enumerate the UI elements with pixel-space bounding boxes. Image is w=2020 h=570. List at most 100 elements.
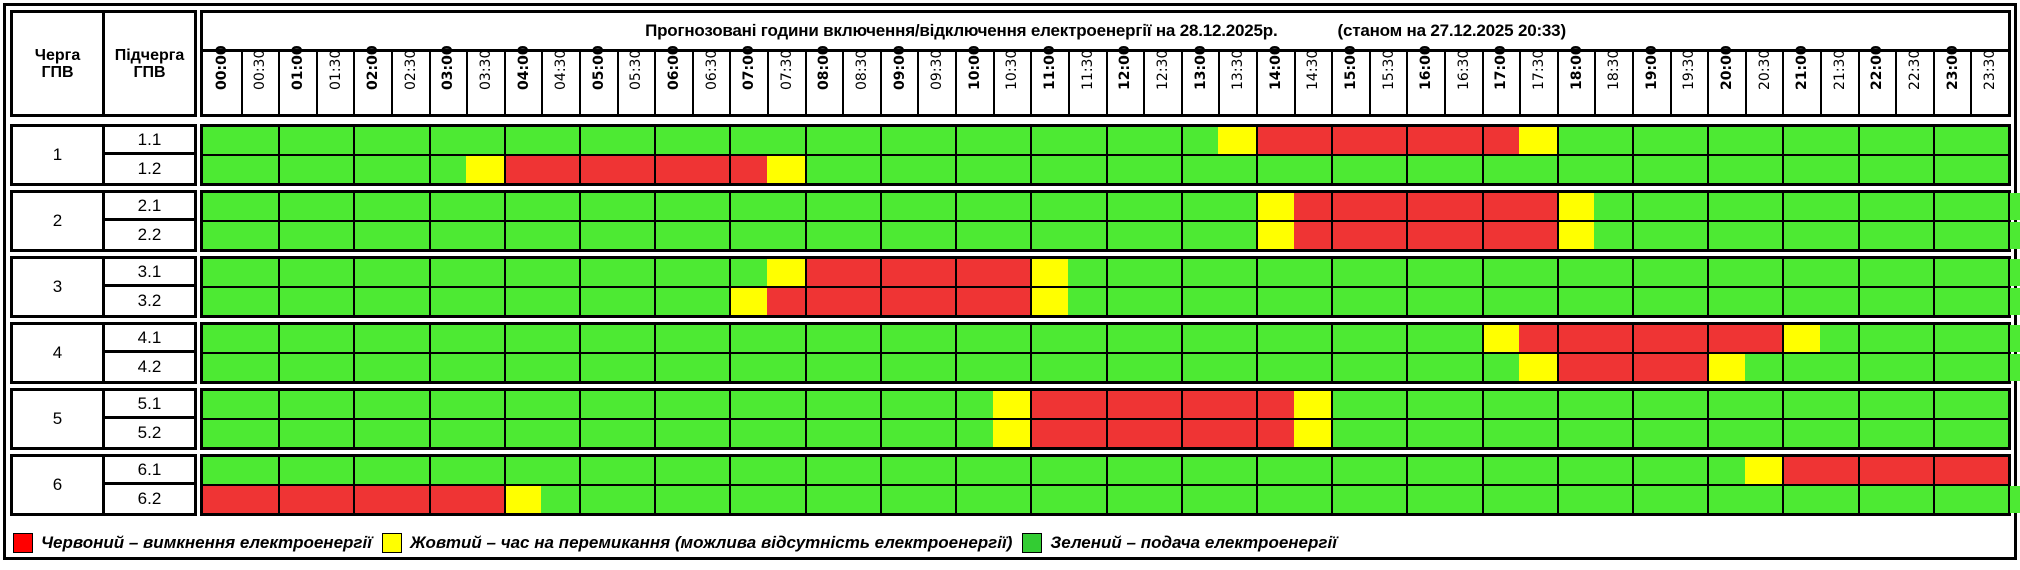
schedule-title: Прогнозовані години включення/відключенн… (203, 13, 2008, 52)
slot-cell-20:30 (1744, 391, 1783, 418)
slot-cell-17:30 (1519, 391, 1558, 418)
slot-cell-16:30 (1443, 259, 1483, 286)
slot-cell-15:30 (1368, 391, 1407, 418)
slot-cell-10:00 (955, 391, 994, 418)
slot-cell-15:00 (1331, 457, 1370, 484)
slot-cell-16:30 (1443, 420, 1483, 447)
slot-cell-11:30 (1067, 486, 1106, 513)
slot-cell-10:00 (955, 325, 994, 352)
slot-cell-16:00 (1406, 127, 1445, 154)
slot-cell-04:30 (541, 457, 580, 484)
slot-cell-14:30 (1293, 259, 1332, 286)
title-text: Прогнозовані години включення/відключенн… (645, 21, 1278, 40)
slot-cell-21:00 (1782, 420, 1821, 447)
slot-cell-11:30 (1067, 391, 1106, 418)
time-label: 18:30 (1594, 49, 1632, 114)
slot-cell-18:30 (1594, 193, 1633, 220)
subqueue-label: 4.1 (105, 322, 197, 353)
slot-cell-13:00 (1180, 193, 1219, 220)
slot-cell-07:30 (767, 420, 806, 447)
slot-cell-10:30 (992, 222, 1031, 249)
slot-cell-08:00 (804, 325, 843, 352)
slot-cell-08:00 (804, 420, 843, 447)
slot-cell-20:00 (1707, 325, 1746, 352)
slot-cell-11:00 (1030, 325, 1069, 352)
slot-cell-10:00 (955, 486, 994, 513)
slot-cell-05:30 (616, 288, 655, 315)
time-label: 02:30 (391, 50, 429, 114)
slot-cell-06:00 (654, 391, 693, 418)
slot-cell-13:30 (1218, 193, 1257, 220)
slot-cell-00:00 (203, 457, 242, 484)
slot-cell-07:30 (767, 288, 806, 315)
slot-cell-11:00 (1030, 193, 1069, 220)
slot-cell-12:30 (1143, 391, 1182, 418)
slot-cell-07:30 (767, 222, 806, 249)
slot-cell-undefined (2008, 193, 2020, 220)
time-label: 22:30 (1895, 50, 1933, 114)
slot-cell-20:00 (1707, 127, 1746, 154)
time-label-text: 10:30 (1004, 49, 1021, 90)
subqueue-row-1.2 (203, 156, 2009, 183)
slot-cell-03:00 (428, 156, 467, 183)
slot-cell-16:30 (1443, 288, 1483, 315)
time-label-text: 18:00 (1568, 45, 1585, 90)
time-label-text: 22:00 (1869, 45, 1886, 90)
slot-cell-19:00 (1631, 193, 1671, 220)
slot-cell-09:30 (917, 193, 956, 220)
slot-cell-06:30 (691, 222, 730, 249)
slot-cell-08:30 (842, 486, 881, 513)
time-label: 21:00 (1782, 45, 1820, 114)
slot-cell-19:00 (1631, 156, 1671, 183)
slot-cell-22:30 (1895, 288, 1934, 315)
slot-cell-15:30 (1368, 288, 1407, 315)
slot-cell-10:30 (992, 486, 1031, 513)
slot-cell-22:00 (1857, 127, 1896, 154)
queue-label: 4 (10, 322, 105, 384)
slot-cell-01:30 (315, 127, 354, 154)
slot-cell-06:30 (691, 325, 730, 352)
slot-cell-07:30 (767, 193, 806, 220)
slot-cell-14:00 (1255, 193, 1294, 220)
slot-cell-18:00 (1556, 288, 1595, 315)
slot-cell-01:00 (278, 486, 317, 513)
row-divider (203, 154, 2008, 156)
subqueue-row-1.1 (203, 127, 2009, 154)
slot-cell-14:00 (1255, 156, 1294, 183)
slot-cell-03:30 (466, 457, 505, 484)
slot-cell-18:30 (1594, 325, 1633, 352)
slot-cell-22:30 (1895, 127, 1934, 154)
subqueue-row-5.2 (203, 420, 2009, 447)
slot-cell-07:00 (729, 193, 768, 220)
slot-cell-01:30 (315, 222, 354, 249)
slot-cell-05:00 (579, 259, 618, 286)
slot-cell-20:30 (1744, 259, 1783, 286)
slot-cell-23:00 (1932, 193, 1971, 220)
slot-cell-00:30 (240, 486, 279, 513)
time-label: 12:00 (1105, 45, 1144, 114)
slot-cell-02:00 (353, 325, 392, 352)
slot-cell-19:30 (1669, 222, 1708, 249)
slot-cell-05:00 (579, 288, 618, 315)
slot-cell-21:00 (1782, 391, 1821, 418)
slot-cell-18:00 (1556, 486, 1595, 513)
slot-cell-19:00 (1631, 288, 1671, 315)
slot-cell-17:30 (1519, 457, 1558, 484)
slot-cell-21:00 (1782, 325, 1821, 352)
slot-cell-17:00 (1481, 259, 1520, 286)
slot-cell-02:30 (391, 486, 430, 513)
slot-cell-06:30 (691, 391, 730, 418)
time-label-text: 18:30 (1606, 49, 1623, 90)
legend-text: Жовтий – час на перемикання (можлива від… (409, 533, 1013, 552)
slot-cell-15:00 (1331, 325, 1370, 352)
slot-cell-01:00 (278, 222, 317, 249)
slot-cell-14:00 (1255, 325, 1294, 352)
slot-cell-00:00 (203, 325, 242, 352)
slot-cell-13:00 (1180, 156, 1219, 183)
queue-label: 1 (10, 124, 105, 186)
row-divider (203, 418, 2008, 420)
slot-cell-05:30 (616, 156, 655, 183)
slot-cell-02:30 (391, 127, 430, 154)
queue-header-label: Черга ГПВ (34, 46, 81, 81)
subqueue-header-label: Підчерга ГПВ (114, 46, 185, 81)
